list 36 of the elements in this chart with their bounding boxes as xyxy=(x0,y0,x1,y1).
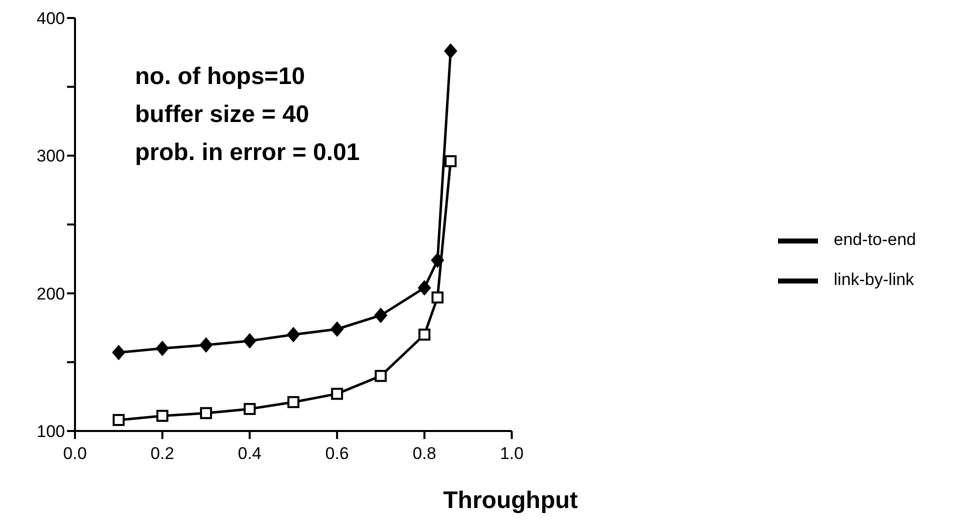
point xyxy=(156,340,169,356)
point xyxy=(330,322,344,337)
annotation: buffer size = 40 xyxy=(135,100,310,130)
x-tick-label: 0.4 xyxy=(238,444,262,464)
point xyxy=(287,396,300,408)
x-axis-title: Throughput xyxy=(443,487,578,514)
x-tick-label: 0.6 xyxy=(325,444,349,464)
point xyxy=(200,407,212,420)
y-tick-label: 100 xyxy=(36,422,65,442)
legend-label: link-by-link xyxy=(834,270,914,290)
point xyxy=(244,402,256,415)
y-tick-label: 300 xyxy=(36,146,65,166)
y-tick-label: 400 xyxy=(36,9,65,28)
point xyxy=(374,370,387,382)
legend-label: end-to-end xyxy=(834,230,916,250)
x-tick-label: 0.0 xyxy=(63,444,87,464)
point xyxy=(286,327,300,342)
annotation: prob. in error = 0.01 xyxy=(135,138,360,168)
x-tick-label: 0.8 xyxy=(412,444,436,464)
annotation: no. of hops=10 xyxy=(135,62,306,92)
point xyxy=(112,345,126,360)
x-tick-label: 1.0 xyxy=(500,444,524,464)
point xyxy=(200,337,213,352)
point xyxy=(374,308,388,323)
point xyxy=(418,328,430,341)
x-tick-label: 0.2 xyxy=(150,444,174,464)
point xyxy=(444,155,457,168)
point xyxy=(431,252,444,268)
point xyxy=(156,410,168,422)
point xyxy=(444,44,458,59)
point xyxy=(243,333,256,348)
point xyxy=(331,388,344,400)
point xyxy=(112,414,125,426)
y-tick-label: 200 xyxy=(36,284,65,304)
point xyxy=(418,280,431,296)
point xyxy=(432,291,444,304)
